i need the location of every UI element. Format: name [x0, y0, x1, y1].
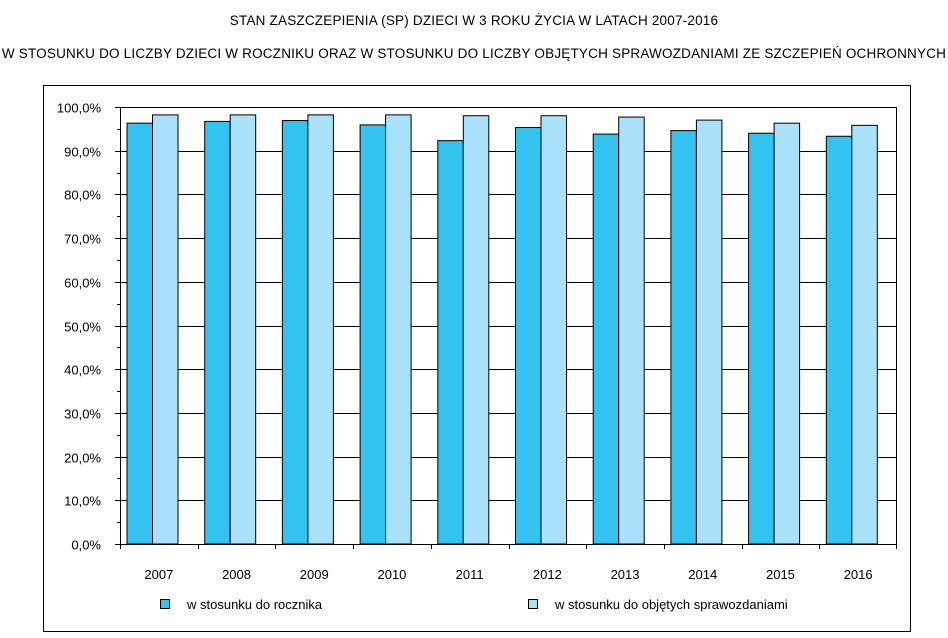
y-tick-label: 0,0%: [71, 538, 101, 553]
y-tick-label: 30,0%: [64, 407, 101, 422]
legend-label-series-2: w stosunku do objętych sprawozdaniami: [555, 596, 788, 612]
bar-rocznik-2007: [126, 122, 153, 545]
bar-rocznik-2015: [748, 132, 775, 545]
chart-subtitle: W STOSUNKU DO LICZBY DZIECI W ROCZNIKU O…: [1, 46, 947, 61]
x-tick-label: 2014: [688, 567, 717, 582]
legend-label-series-1: w stosunku do rocznika: [187, 596, 323, 612]
x-tick-label: 2013: [611, 567, 640, 582]
legend-swatch-series-1: [160, 599, 170, 609]
x-tick-label: 2007: [144, 567, 173, 582]
x-tick-label: 2011: [456, 567, 484, 582]
bar-sprawozdania-2015: [773, 122, 801, 545]
x-tick-label: 2015: [766, 567, 795, 582]
bar-rocznik-2010: [359, 124, 387, 545]
chart-title: STAN ZASZCZEPIENIA (SP) DZIECI W 3 ROKU …: [229, 13, 719, 28]
y-tick-label: 40,0%: [64, 363, 101, 378]
y-tick-label: 20,0%: [64, 451, 101, 466]
chart-frame: [43, 85, 911, 632]
bar-rocznik-2016: [825, 135, 853, 545]
label-layer: 0,0% 10,0% 20,0% 30,0% 40,0% 50,0% 60,0% 70,0% 8…: [57, 101, 873, 583]
bar-sprawozdania-2014: [695, 119, 723, 545]
bar-rocznik-2012: [515, 127, 542, 545]
y-tick-label: 100,0%: [57, 101, 102, 116]
bar-rocznik-2011: [437, 140, 464, 545]
bar-sprawozdania-2016: [851, 124, 878, 545]
y-tick-label: 60,0%: [64, 276, 101, 291]
legend-item-series-2: w stosunku do objętych sprawozdaniami: [528, 596, 788, 612]
axis-layer: [115, 107, 897, 549]
x-tick-label: 2008: [222, 567, 251, 582]
bar-rocznik-2014: [670, 130, 697, 545]
bar-sprawozdania-2007: [152, 114, 179, 545]
bar-layer: [126, 114, 878, 545]
bar-sprawozdania-2013: [618, 116, 645, 545]
x-tick-label: 2009: [300, 567, 329, 582]
bar-rocznik-2013: [592, 133, 620, 545]
bar-sprawozdania-2009: [307, 114, 334, 545]
x-tick-label: 2016: [844, 567, 873, 582]
y-tick-label: 70,0%: [64, 232, 101, 247]
y-tick-label: 10,0%: [64, 494, 101, 509]
bar-rocznik-2008: [204, 120, 231, 545]
bar-sprawozdania-2012: [540, 115, 567, 545]
legend-swatch-series-2: [528, 599, 538, 609]
y-tick-label: 80,0%: [64, 188, 101, 203]
bar-rocznik-2009: [281, 120, 309, 545]
bar-sprawozdania-2008: [229, 114, 257, 545]
bar-sprawozdania-2010: [385, 114, 412, 545]
y-tick-label: 90,0%: [64, 145, 101, 160]
bar-sprawozdania-2011: [462, 115, 490, 545]
x-tick-label: 2012: [533, 567, 562, 582]
x-tick-label: 2010: [377, 567, 406, 582]
y-tick-label: 50,0%: [64, 320, 101, 335]
legend-item-series-1: w stosunku do rocznika: [160, 596, 322, 612]
